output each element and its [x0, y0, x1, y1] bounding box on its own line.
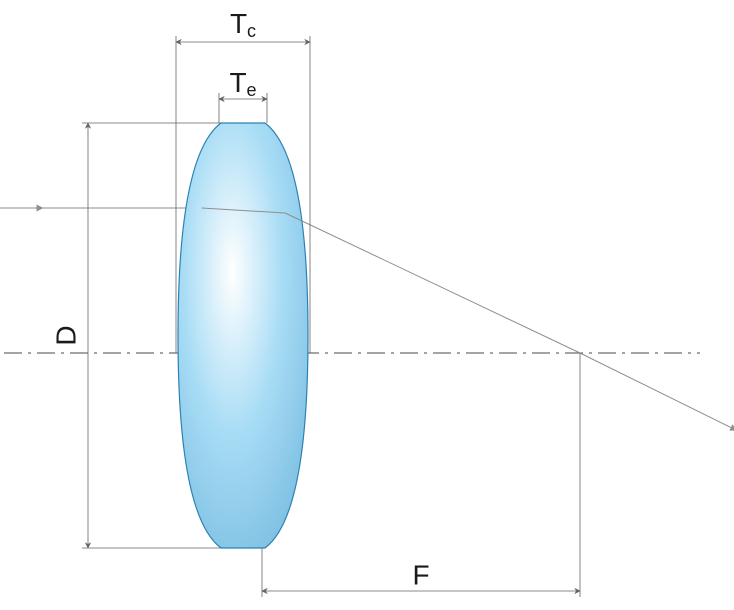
ray-exit	[580, 353, 734, 429]
label-d: D	[50, 325, 81, 345]
label-f: F	[412, 559, 429, 590]
ray-refracted	[285, 213, 580, 353]
label-tc: Tc	[230, 8, 256, 40]
lens-body	[178, 123, 308, 548]
label-te: Te	[229, 67, 256, 99]
